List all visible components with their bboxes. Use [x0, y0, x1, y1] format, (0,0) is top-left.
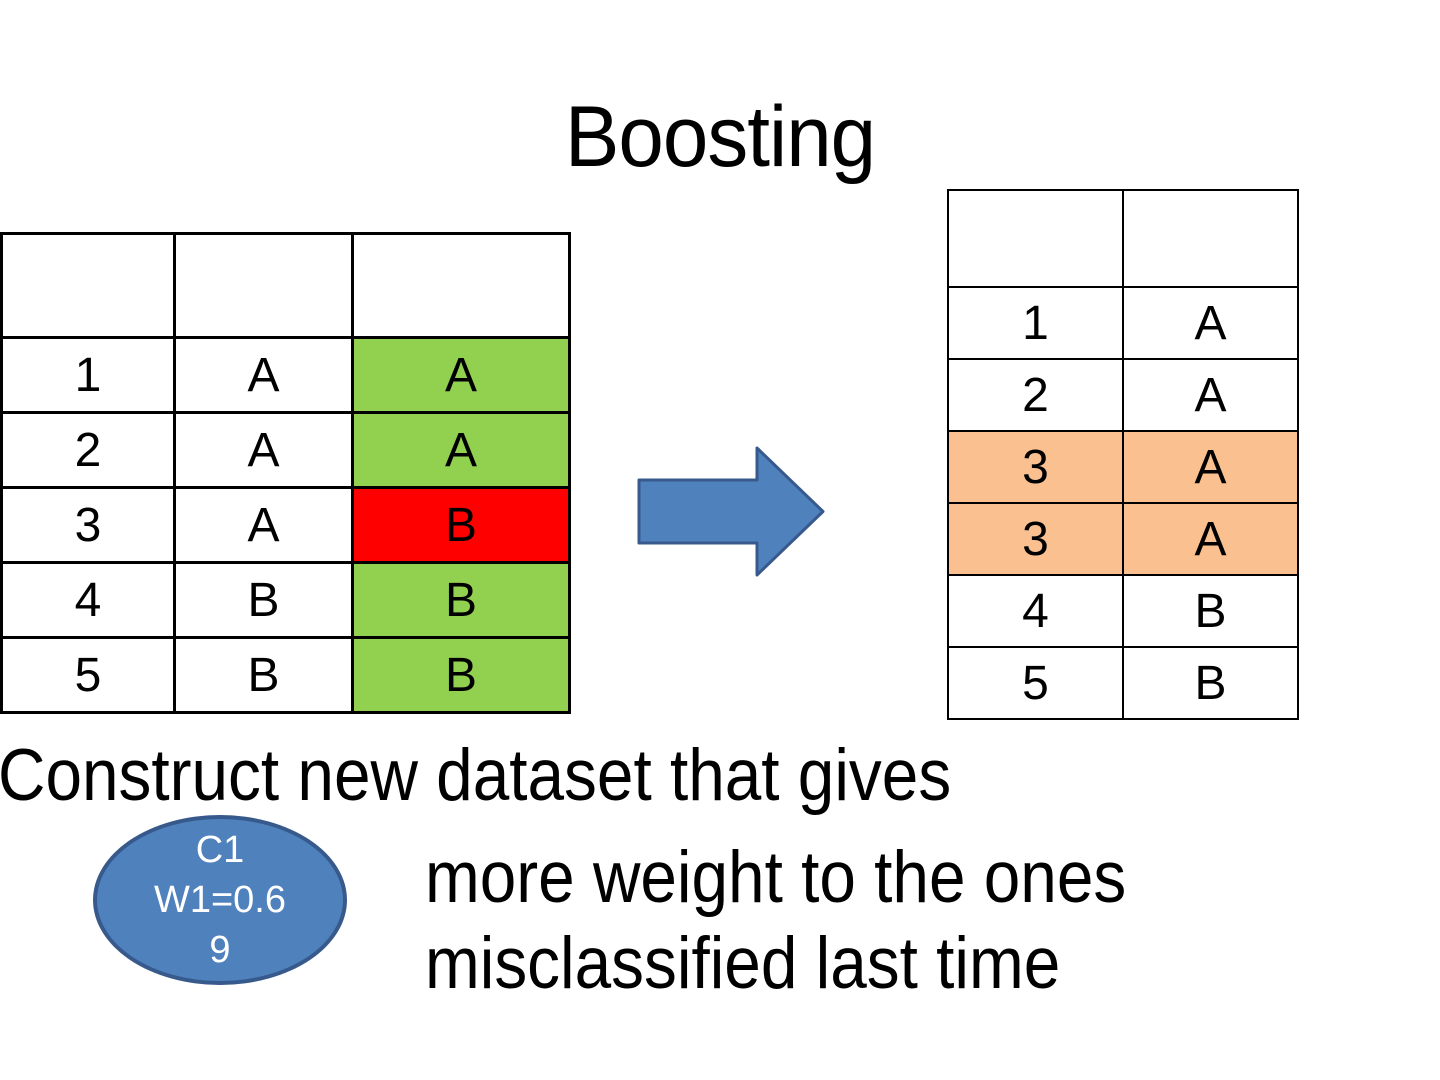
table-cell: 1: [947, 286, 1124, 360]
table-cell: A: [1122, 430, 1299, 504]
table-header-cell: [947, 189, 1124, 288]
table-header-cell: [173, 232, 354, 339]
table-header-row: [947, 189, 1299, 288]
slide-title: Boosting: [564, 89, 876, 185]
table-cell: B: [1122, 574, 1299, 648]
caption-line-3: misclassified last time: [425, 923, 1061, 1004]
table-cell: 4: [0, 561, 176, 639]
caption-lines-2-3: more weight to the ones misclassified la…: [425, 835, 1126, 1007]
table-cell: A: [1122, 358, 1299, 432]
table-cell: 4: [947, 574, 1124, 648]
table-cell: B: [173, 561, 354, 639]
classifier-weight-line-2: 9: [209, 929, 231, 971]
table-cell: A: [1122, 286, 1299, 360]
table-cell: B: [1122, 646, 1299, 720]
table-cell: B: [173, 636, 354, 714]
table-cell: 3: [947, 502, 1124, 576]
table-cell: 5: [947, 646, 1124, 720]
right-arrow-icon: [637, 446, 825, 577]
caption-line-2: more weight to the ones: [425, 837, 1127, 918]
table-cell: A: [351, 336, 571, 414]
table-cell: A: [173, 486, 354, 564]
table-cell: 2: [0, 411, 176, 489]
table-cell: 1: [0, 336, 176, 414]
classifier-label: C1: [195, 829, 245, 871]
table-cell: B: [351, 636, 571, 714]
table-cell: 2: [947, 358, 1124, 432]
table-cell: B: [351, 486, 571, 564]
table-header-cell: [1122, 189, 1299, 288]
table-header-cell: [351, 232, 571, 339]
classifier-weight-line-1: W1=0.6: [153, 879, 287, 921]
table-cell: 5: [0, 636, 176, 714]
table-header-row: [0, 232, 571, 339]
table-cell: 3: [0, 486, 176, 564]
table-cell: A: [351, 411, 571, 489]
table-cell: A: [173, 411, 354, 489]
table-cell: A: [1122, 502, 1299, 576]
table-header-cell: [0, 232, 176, 339]
classifier-ellipse: C1 W1=0.6 9: [93, 815, 347, 985]
table-cell: B: [351, 561, 571, 639]
table-cell: 3: [947, 430, 1124, 504]
table-cell: A: [173, 336, 354, 414]
caption-line-1: Construct new dataset that gives: [0, 735, 952, 816]
